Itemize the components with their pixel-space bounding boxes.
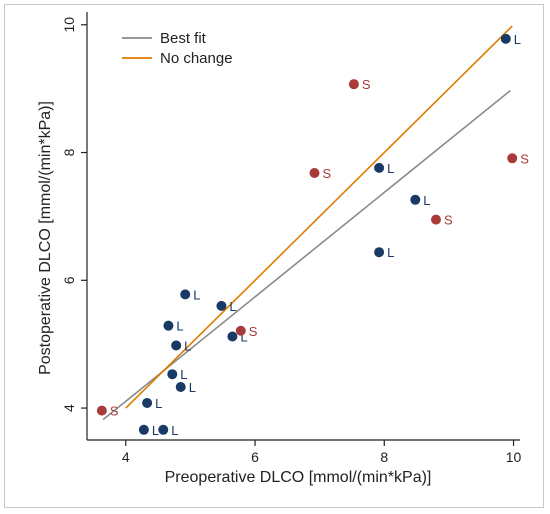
data-point-s [96,405,107,416]
legend-label: Best fit [160,30,207,47]
chart-frame [4,4,544,508]
data-point-l [216,300,227,311]
point-label-s: S [110,404,119,419]
data-point-l [227,331,238,342]
data-point-l [138,424,149,435]
y-axis-label: Postoperative DLCO [mmol/(min*kPa)] [37,101,54,375]
data-point-l [410,194,421,205]
point-label-l: L [184,338,191,353]
point-label-l: L [514,32,521,47]
point-label-l: L [240,330,247,345]
x-tick-label: 4 [122,449,130,465]
point-label-s: S [444,213,453,228]
point-label-s: S [322,166,331,181]
data-point-l [171,340,182,351]
data-point-l [374,247,385,258]
y-tick-label: 4 [61,404,77,412]
legend: Best fit No change [122,30,233,67]
data-point-s [430,214,441,225]
best-fit-line [102,89,511,421]
point-label-l: L [176,319,183,334]
point-label-s: S [362,77,371,92]
x-tick-label: 10 [506,449,522,465]
point-label-l: L [229,299,236,314]
fit-lines [102,25,513,421]
data-point-s [235,325,246,336]
data-point-s [507,153,518,164]
point-label-l: L [387,245,394,260]
point-label-s: S [520,151,529,166]
point-label-l: L [387,161,394,176]
legend-label: No change [160,50,233,67]
point-label-l: L [171,423,178,438]
y-tick-label: 10 [61,17,77,33]
data-point-l [374,162,385,173]
data-point-s [348,79,359,90]
point-label-l: L [193,287,200,302]
x-tick-label: 8 [380,449,388,465]
point-label-l: L [152,423,159,438]
axes: 4 6 8 10 4 6 8 10 [61,12,522,465]
data-point-l [142,397,153,408]
data-point-l [180,289,191,300]
x-axis-label: Preoperative DLCO [mmol/(min*kPa)] [165,469,432,486]
no-change-line [125,25,513,409]
point-label-l: L [180,367,187,382]
data-point-l [163,320,174,331]
x-tick-label: 6 [251,449,259,465]
data-point-l [167,369,178,380]
data-point-l [500,33,511,44]
data-point-l [158,424,169,435]
point-label-l: L [189,380,196,395]
point-label-l: L [155,396,162,411]
point-label-s: S [249,324,258,339]
point-label-l: L [423,193,430,208]
data-point-l [175,381,186,392]
data-point-s [309,167,320,178]
y-tick-label: 6 [61,276,77,284]
y-tick-label: 8 [61,148,77,156]
